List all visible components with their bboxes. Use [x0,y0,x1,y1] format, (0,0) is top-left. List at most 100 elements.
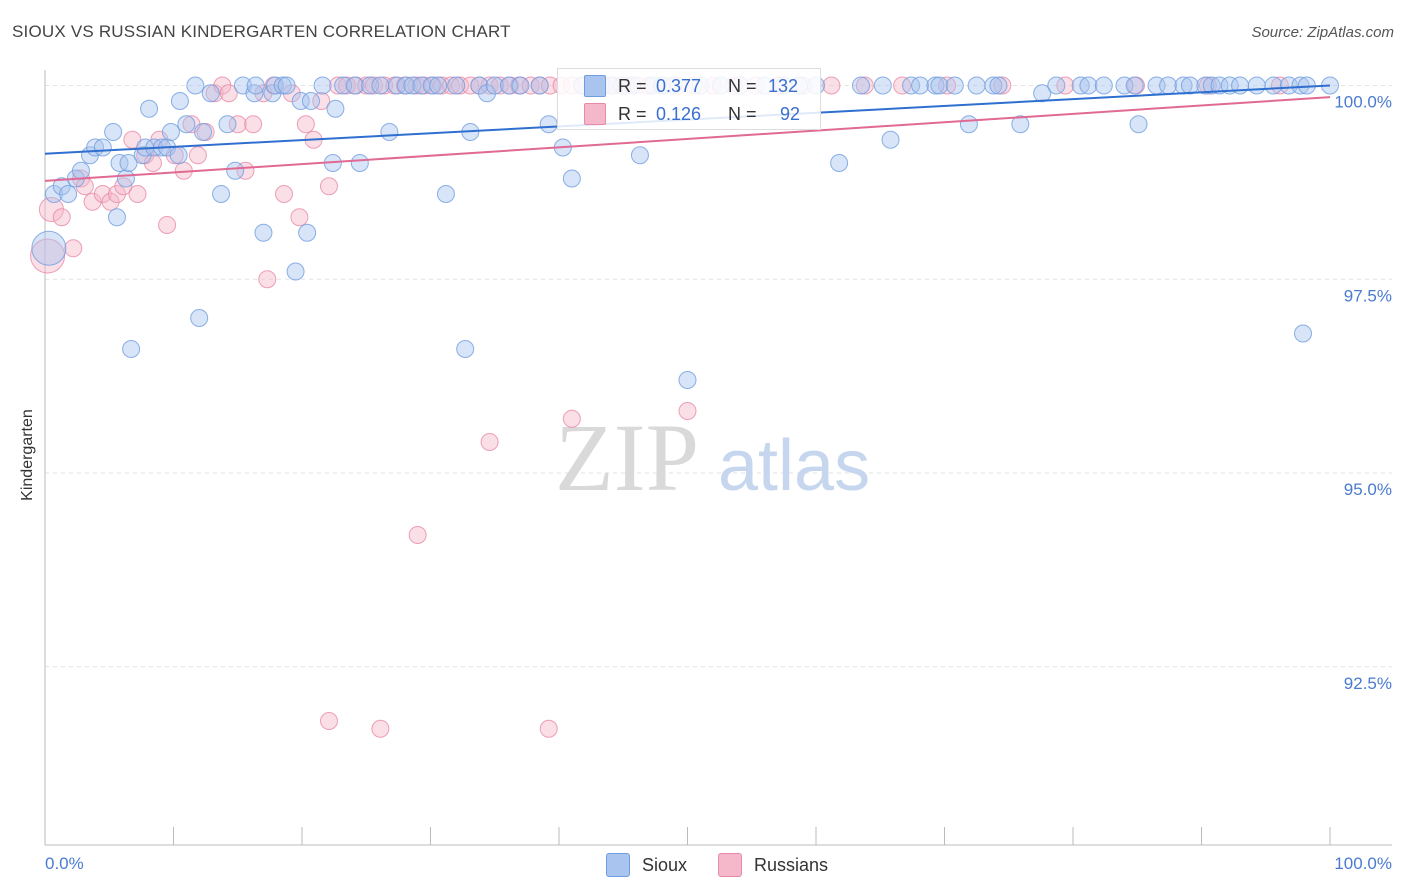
sioux-point [429,76,448,95]
sioux-point [1094,76,1113,95]
sioux-point [447,76,466,95]
russians-point [408,526,427,544]
axes [44,70,1392,846]
russians-point [822,76,841,95]
sioux-point [1180,76,1199,95]
sioux-point [485,76,504,95]
x-tick-label-min: 0.0% [45,854,84,873]
sioux-point [1264,76,1283,95]
sioux-point [1071,76,1090,95]
sioux-point [104,123,123,141]
sioux-point [678,371,697,389]
russians-swatch [584,103,606,125]
russians-point [364,76,383,95]
sioux-point [630,146,649,165]
r-label: R = [618,75,647,96]
n-value: 132 [768,75,799,96]
sioux-point [873,76,892,95]
sioux-point [989,76,1008,95]
sioux-point [177,115,196,134]
sioux-point [201,84,220,103]
legend-row-russians: R = 0.126 N = 92 [584,102,800,126]
chart-title: SIOUX VS RUSSIAN KINDERGARTEN CORRELATIO… [12,22,511,41]
russians-point [93,185,112,203]
r-value: 0.126 [656,103,702,124]
sioux-point [1011,115,1030,134]
russians-point [38,197,64,222]
sioux-point [1047,76,1066,95]
sioux-point [212,185,231,203]
sioux-point [361,76,380,95]
russians-point [375,76,394,95]
sioux-point [116,169,135,188]
sioux-point [326,99,345,118]
sioux-point [1129,115,1148,134]
russians-point [275,185,294,203]
russians-point [312,92,331,110]
sioux-point [71,161,90,180]
sioux-point [967,76,986,95]
sioux-point [93,138,112,157]
sioux-point [1079,76,1098,95]
sioux-point [478,84,497,103]
sioux-point [371,76,390,95]
sioux-point [186,76,205,95]
sioux-point [1210,76,1229,95]
sioux-point [218,115,237,134]
sioux-point [530,76,549,95]
legend-item-russians[interactable]: Russians [718,853,828,877]
legend-row-sioux: R = 0.377 N = 132 [584,74,798,98]
russians-point [143,154,162,172]
russians-point [319,177,338,196]
russians-point [562,409,581,428]
russians-point [296,115,315,134]
sioux-point [254,223,273,242]
russians-point [219,84,238,103]
sioux-point [140,99,159,118]
sioux-point [830,154,849,172]
sioux-point [273,76,292,95]
r-label: R = [618,103,647,124]
russians-point [188,146,207,165]
russians-point [480,433,499,451]
sioux-point [345,76,364,95]
tick-labels: 92.5% 95.0% 97.5% 100.0% 0.0% 100.0% [45,93,1392,874]
sioux-point [959,115,978,134]
sioux-point [1115,76,1134,95]
russians-point [30,238,66,274]
sioux-point [945,76,964,95]
sioux-point [59,185,78,203]
sioux-point [930,76,949,95]
sioux-point [1202,76,1221,95]
sioux-swatch [584,75,606,97]
y-tick-label: 95.0% [1344,480,1392,499]
x-tick-label-max: 100.0% [1334,854,1392,873]
source-credit: Source: ZipAtlas.com [1251,24,1394,41]
sioux-point [119,154,138,172]
russians-point [64,239,83,258]
n-label: N = [728,103,757,124]
sioux-point [226,161,245,180]
sioux-point [161,123,180,141]
russians-point [244,115,263,134]
sioux-point [122,340,141,358]
sioux-point [286,262,305,281]
n-label: N = [728,75,757,96]
sioux-point [298,223,317,242]
russians-trendline [44,96,1331,182]
r-value: 0.377 [656,75,702,96]
sioux-point [1196,76,1215,95]
russians-point [205,84,224,103]
sioux-point [107,208,126,227]
sioux-point [539,115,558,134]
watermark-atlas: atlas [718,426,870,506]
sioux-point [851,76,870,95]
sioux-point [881,130,900,149]
russians-point [128,185,147,203]
russians-point [678,402,697,420]
watermark-zip: ZIP [555,404,699,511]
russians-point [83,192,102,211]
legend-item-sioux[interactable]: Sioux [606,853,687,877]
sioux-point [1247,76,1266,95]
